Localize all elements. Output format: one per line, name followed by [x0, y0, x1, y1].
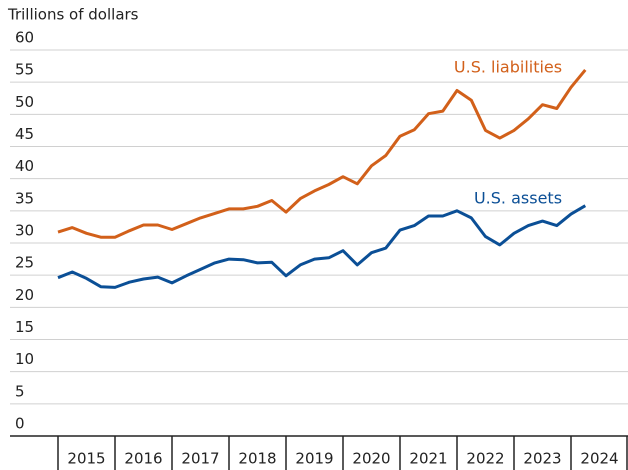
- x-tick-label: 2024: [580, 450, 618, 468]
- y-tick-label: 25: [15, 254, 34, 272]
- y-tick-label: 60: [15, 29, 34, 47]
- series-label: U.S. liabilities: [454, 58, 562, 77]
- y-tick-label: 30: [15, 222, 34, 240]
- y-tick-label: 5: [15, 382, 25, 400]
- chart-title: Trillions of dollars: [7, 6, 139, 24]
- x-tick-label: 2019: [295, 450, 333, 468]
- x-tick-label: 2015: [67, 450, 105, 468]
- y-tick-label: 0: [15, 415, 25, 433]
- x-tick-label: 2023: [523, 450, 561, 468]
- series-label: U.S. assets: [474, 189, 562, 208]
- series-line: [57, 68, 587, 239]
- x-tick-label: 2016: [124, 450, 162, 468]
- y-tick-label: 45: [15, 125, 34, 143]
- y-tick-label: 55: [15, 61, 34, 79]
- y-tick-label: 40: [15, 157, 34, 175]
- y-tick-label: 10: [15, 350, 34, 368]
- y-tick-label: 35: [15, 189, 34, 207]
- series-line: [57, 204, 587, 289]
- x-tick-label: 2017: [181, 450, 219, 468]
- x-tick-label: 2018: [238, 450, 276, 468]
- x-tick-label: 2021: [409, 450, 447, 468]
- x-tick-label: 2022: [466, 450, 504, 468]
- y-tick-label: 20: [15, 286, 34, 304]
- y-tick-label: 15: [15, 318, 34, 336]
- x-tick-label: 2020: [352, 450, 390, 468]
- y-tick-label: 50: [15, 93, 34, 111]
